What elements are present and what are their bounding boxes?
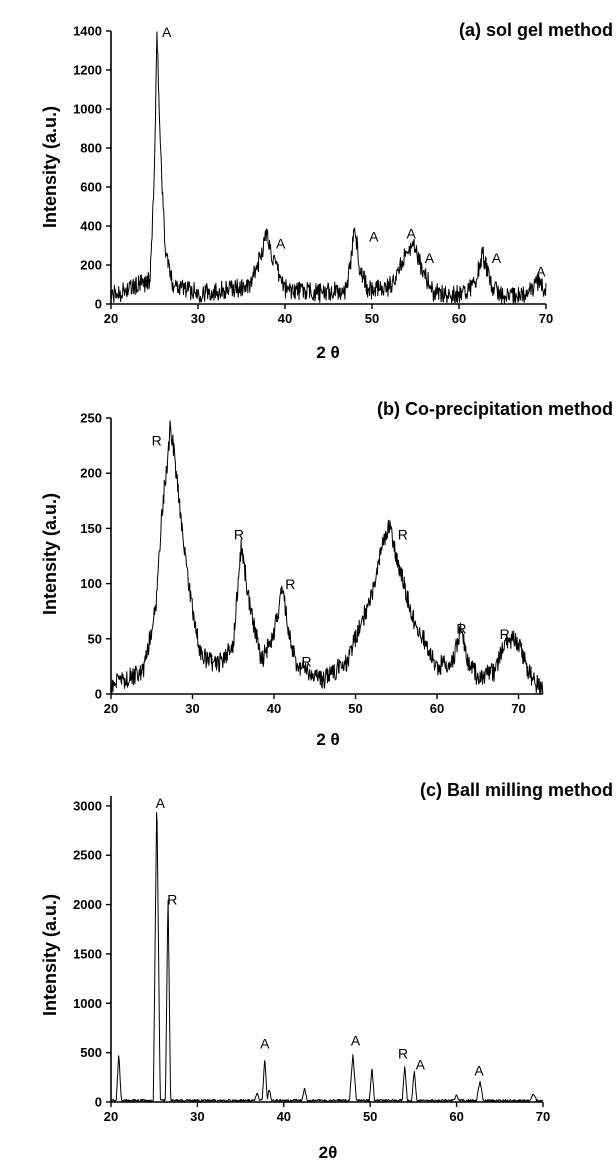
y-tick-label: 0 <box>95 687 102 702</box>
peak-label: A <box>416 1056 426 1072</box>
x-tick-label: 50 <box>348 701 362 716</box>
y-tick-label: 1000 <box>73 996 102 1011</box>
tick-group: 20 30 40 50 60 70 0 200 400 600 800 1000 1200 1400 <box>73 24 553 327</box>
peak-label: A <box>425 250 435 266</box>
x-tick-label: 50 <box>365 311 379 326</box>
chart-title: (c) Ball milling method <box>420 780 613 800</box>
peak-label: R <box>285 576 295 592</box>
y-axis-label: Intensity (a.u.) <box>40 894 60 1016</box>
peak-label: A <box>351 1033 361 1049</box>
y-tick-label: 0 <box>95 1095 102 1110</box>
y-tick-label: 200 <box>80 466 102 481</box>
peak-label: R <box>302 653 312 669</box>
chart-title: (a) sol gel method <box>459 20 613 40</box>
x-tick-label: 20 <box>104 1109 118 1124</box>
series-group <box>110 420 544 695</box>
y-tick-label: 50 <box>88 631 102 646</box>
y-tick-label: 0 <box>95 297 102 312</box>
x-axis-label: 2θ <box>319 1143 338 1162</box>
x-tick-label: 20 <box>104 311 118 326</box>
peak-label: R <box>152 433 162 449</box>
axes <box>110 31 546 305</box>
x-tick-label: 70 <box>536 1109 550 1124</box>
y-axis-label: Intensity (a.u.) <box>40 493 60 615</box>
x-tick-label: 70 <box>539 311 553 326</box>
y-tick-label: 1500 <box>73 946 102 961</box>
y-tick-label: 1000 <box>73 102 102 117</box>
peak-label: R <box>456 620 466 636</box>
chart-title: (b) Co-precipitation method <box>377 399 613 419</box>
x-tick-label: 60 <box>452 311 466 326</box>
x-tick-label: 30 <box>191 311 205 326</box>
series-group <box>110 812 544 1103</box>
series-group <box>110 31 547 305</box>
peak-label: R <box>500 626 510 642</box>
x-tick-label: 30 <box>190 1109 204 1124</box>
y-tick-label: 500 <box>80 1045 102 1060</box>
annotation-group: AA A AA AA <box>162 24 546 280</box>
peak-label: A <box>369 229 379 245</box>
peak-label: A <box>162 24 172 40</box>
tick-group: 20 30 40 50 60 70 0 50 100 150 200 250 <box>80 411 525 717</box>
y-tick-label: 3000 <box>73 798 102 813</box>
y-tick-label: 400 <box>80 219 102 234</box>
y-tick-label: 100 <box>80 576 102 591</box>
y-tick-label: 1400 <box>73 24 102 39</box>
peak-label: A <box>492 250 502 266</box>
peak-label: A <box>474 1062 484 1078</box>
peak-label: R <box>167 892 177 908</box>
y-tick-label: 2500 <box>73 848 102 863</box>
x-tick-label: 40 <box>277 1109 291 1124</box>
y-tick-label: 250 <box>80 411 102 426</box>
x-tick-label: 40 <box>278 311 292 326</box>
x-tick-label: 40 <box>267 701 281 716</box>
y-axis-label: Intensity (a.u.) <box>40 106 60 228</box>
chart-panel-co-precipitation: (b) Co-precipitation method Intensity (a… <box>40 399 613 749</box>
series-line <box>110 31 547 305</box>
chart-panel-ball-milling: (c) Ball milling method Intensity (a.u.)… <box>40 780 613 1162</box>
y-tick-label: 800 <box>80 141 102 156</box>
peak-label: A <box>406 226 416 242</box>
peak-label: A <box>536 264 546 280</box>
x-tick-label: 20 <box>104 701 118 716</box>
annotation-group: ARA ARA A <box>156 795 485 1079</box>
tick-group: 20 30 40 50 60 70 0 500 1000 1500 2000 2500 3000 <box>73 798 550 1124</box>
series-line <box>110 420 544 695</box>
peak-label: A <box>276 235 286 251</box>
y-tick-label: 600 <box>80 180 102 195</box>
axes <box>110 418 543 695</box>
peak-label: R <box>398 1046 408 1062</box>
y-tick-label: 1200 <box>73 63 102 78</box>
x-tick-label: 50 <box>363 1109 377 1124</box>
x-tick-label: 60 <box>430 701 444 716</box>
x-tick-label: 70 <box>511 701 525 716</box>
x-axis-label: 2 θ <box>316 343 339 362</box>
peak-label: A <box>260 1036 270 1052</box>
x-axis-label: 2 θ <box>316 730 339 749</box>
chart-panel-sol-gel: (a) sol gel method Intensity (a.u.) 2 θ … <box>40 20 613 362</box>
y-tick-label: 150 <box>80 521 102 536</box>
y-tick-label: 200 <box>80 258 102 273</box>
peak-label: R <box>234 526 244 542</box>
x-tick-label: 60 <box>449 1109 463 1124</box>
peak-label: A <box>156 795 166 811</box>
peak-label: R <box>398 526 408 542</box>
y-tick-label: 2000 <box>73 897 102 912</box>
series-line <box>110 812 544 1103</box>
annotation-group: R R R R R R R <box>152 433 510 670</box>
axes <box>110 796 543 1103</box>
x-tick-label: 30 <box>185 701 199 716</box>
